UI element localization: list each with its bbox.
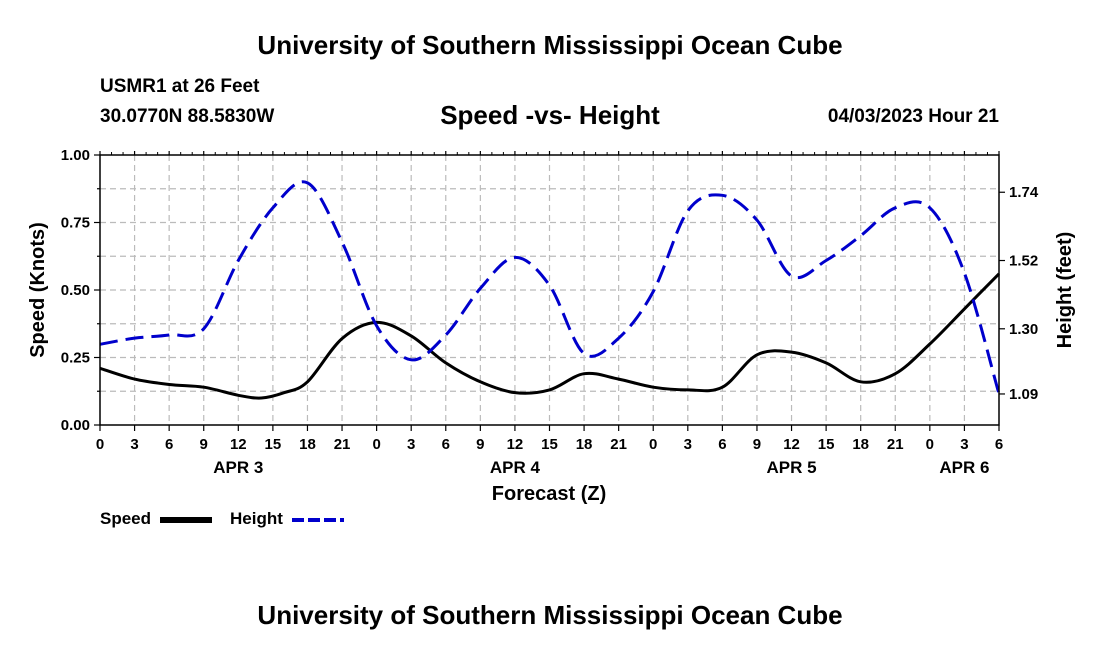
y-axis-left-label: Speed (Knots) xyxy=(27,222,49,358)
y-left-tick-label: 1.00 xyxy=(61,147,90,164)
x-tick-label: 3 xyxy=(407,436,415,453)
series-layer xyxy=(99,180,1001,400)
y-left-tick-label: 0.50 xyxy=(61,282,90,299)
station-label: USMR1 at 26 Feet xyxy=(100,76,260,97)
x-tick-label: 0 xyxy=(926,436,934,453)
chart-title: Speed -vs- Height xyxy=(440,100,660,130)
x-tick-label: 15 xyxy=(541,436,558,453)
y-right-tick-label: 1.09 xyxy=(1009,386,1038,403)
x-day-label: APR 3 xyxy=(213,458,263,477)
y-axis-right-label: Height (feet) xyxy=(1054,232,1076,349)
y-right-tick-label: 1.74 xyxy=(1009,184,1039,201)
x-tick-label: 6 xyxy=(165,436,173,453)
height-series-line xyxy=(99,180,1001,395)
x-tick-label: 18 xyxy=(299,436,316,453)
x-tick-label: 21 xyxy=(334,436,351,453)
x-tick-label: 21 xyxy=(887,436,904,453)
forecast-timestamp: 04/03/2023 Hour 21 xyxy=(827,106,999,127)
x-tick-label: 9 xyxy=(753,436,761,453)
station-coordinates: 30.0770N 88.5830W xyxy=(100,106,275,127)
speed-series-line xyxy=(99,272,1001,400)
axis-layer: 0 3 6 9 12 15 18 21 0 3 6 9 12 15 18 21 0 3 6 9 12 15 18 21 0 3 6A… xyxy=(61,147,1039,477)
x-tick-label: 3 xyxy=(960,436,968,453)
footer-title: University of Southern Mississippi Ocean… xyxy=(257,600,843,630)
x-day-label: APR 5 xyxy=(766,458,816,477)
x-tick-label: 18 xyxy=(576,436,593,453)
x-tick-label: 0 xyxy=(649,436,657,453)
x-tick-label: 6 xyxy=(718,436,726,453)
x-tick-label: 0 xyxy=(96,436,104,453)
y-right-tick-label: 1.30 xyxy=(1009,321,1038,338)
x-tick-label: 6 xyxy=(995,436,1003,453)
legend-speed-label: Speed xyxy=(100,509,152,528)
x-tick-label: 3 xyxy=(684,436,692,453)
y-left-tick-label: 0.75 xyxy=(61,215,90,232)
x-tick-label: 12 xyxy=(230,436,247,453)
grid-layer xyxy=(100,155,999,425)
x-tick-label: 21 xyxy=(610,436,627,453)
x-tick-label: 9 xyxy=(476,436,484,453)
y-left-tick-label: 0.25 xyxy=(61,350,90,367)
y-left-tick-label: 0.00 xyxy=(61,417,90,434)
page-title: University of Southern Mississippi Ocean… xyxy=(257,30,843,60)
x-tick-label: 15 xyxy=(818,436,835,453)
x-tick-label: 3 xyxy=(130,436,138,453)
legend-height-label: Height xyxy=(230,509,283,528)
x-tick-label: 18 xyxy=(852,436,869,453)
y-right-tick-label: 1.52 xyxy=(1009,253,1038,270)
x-day-label: APR 6 xyxy=(939,458,989,477)
x-tick-label: 0 xyxy=(372,436,380,453)
x-tick-label: 15 xyxy=(265,436,282,453)
x-tick-label: 12 xyxy=(783,436,800,453)
x-tick-label: 9 xyxy=(200,436,208,453)
x-day-label: APR 4 xyxy=(490,458,541,477)
x-tick-label: 12 xyxy=(507,436,524,453)
x-tick-label: 6 xyxy=(442,436,450,453)
x-axis-label: Forecast (Z) xyxy=(492,483,606,505)
